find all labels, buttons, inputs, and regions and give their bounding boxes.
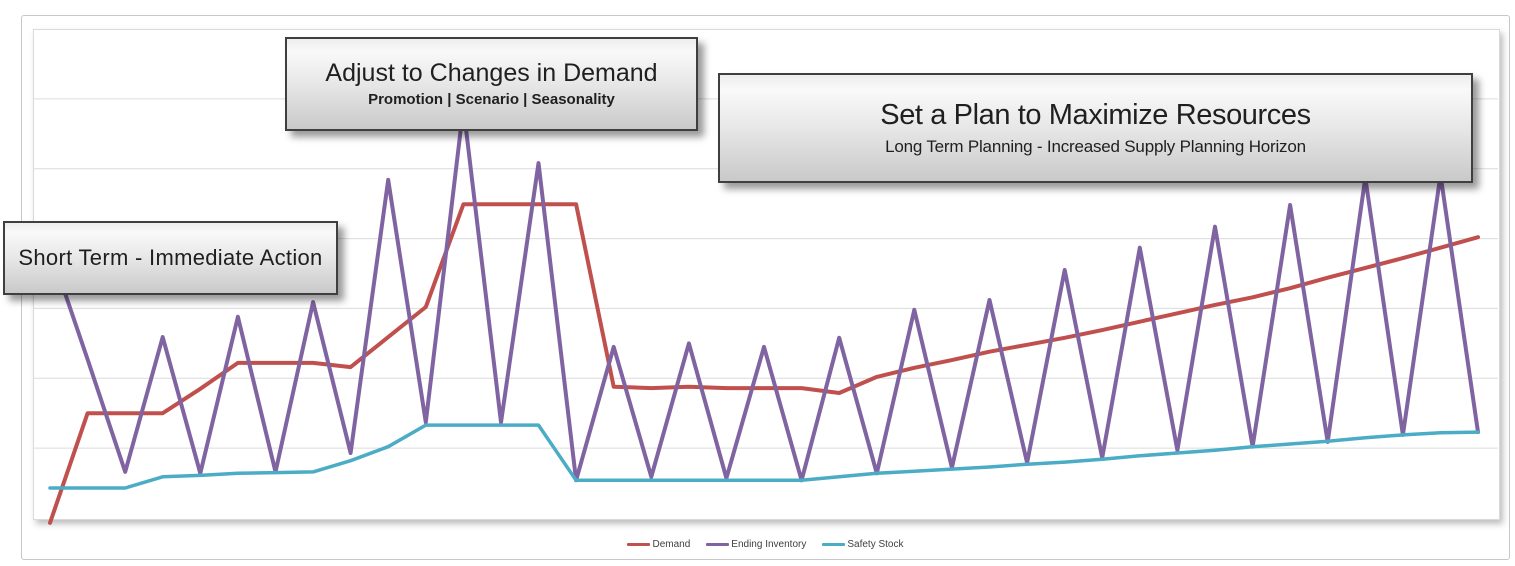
legend-swatch-ending-inventory — [706, 542, 730, 546]
callout-adjust-demand-title: Adjust to Changes in Demand — [325, 59, 658, 88]
legend-label-ending-inventory: Ending Inventory — [731, 538, 807, 550]
callout-short-term: Short Term - Immediate Action — [3, 221, 338, 295]
callout-set-plan-title: Set a Plan to Maximize Resources — [880, 98, 1311, 131]
legend-item-ending-inventory: Ending Inventory — [706, 539, 806, 550]
legend-item-demand: Demand — [627, 539, 690, 550]
chart-legend: Demand Ending Inventory Safety Stock — [33, 535, 1498, 553]
callout-set-plan: Set a Plan to Maximize Resources Long Te… — [718, 73, 1473, 183]
legend-item-safety-stock: Safety Stock — [822, 538, 904, 550]
legend-label-safety-stock: Safety Stock — [847, 538, 904, 550]
legend-label-demand: Demand — [652, 538, 691, 550]
callout-set-plan-subtitle: Long Term Planning - Increased Supply Pl… — [885, 136, 1306, 156]
callout-adjust-demand: Adjust to Changes in Demand Promotion | … — [285, 37, 698, 131]
legend-swatch-safety-stock — [822, 542, 846, 546]
callout-adjust-demand-subtitle: Promotion | Scenario | Seasonality — [368, 90, 615, 108]
callout-short-term-title: Short Term - Immediate Action — [18, 245, 323, 271]
legend-swatch-demand — [627, 542, 651, 546]
